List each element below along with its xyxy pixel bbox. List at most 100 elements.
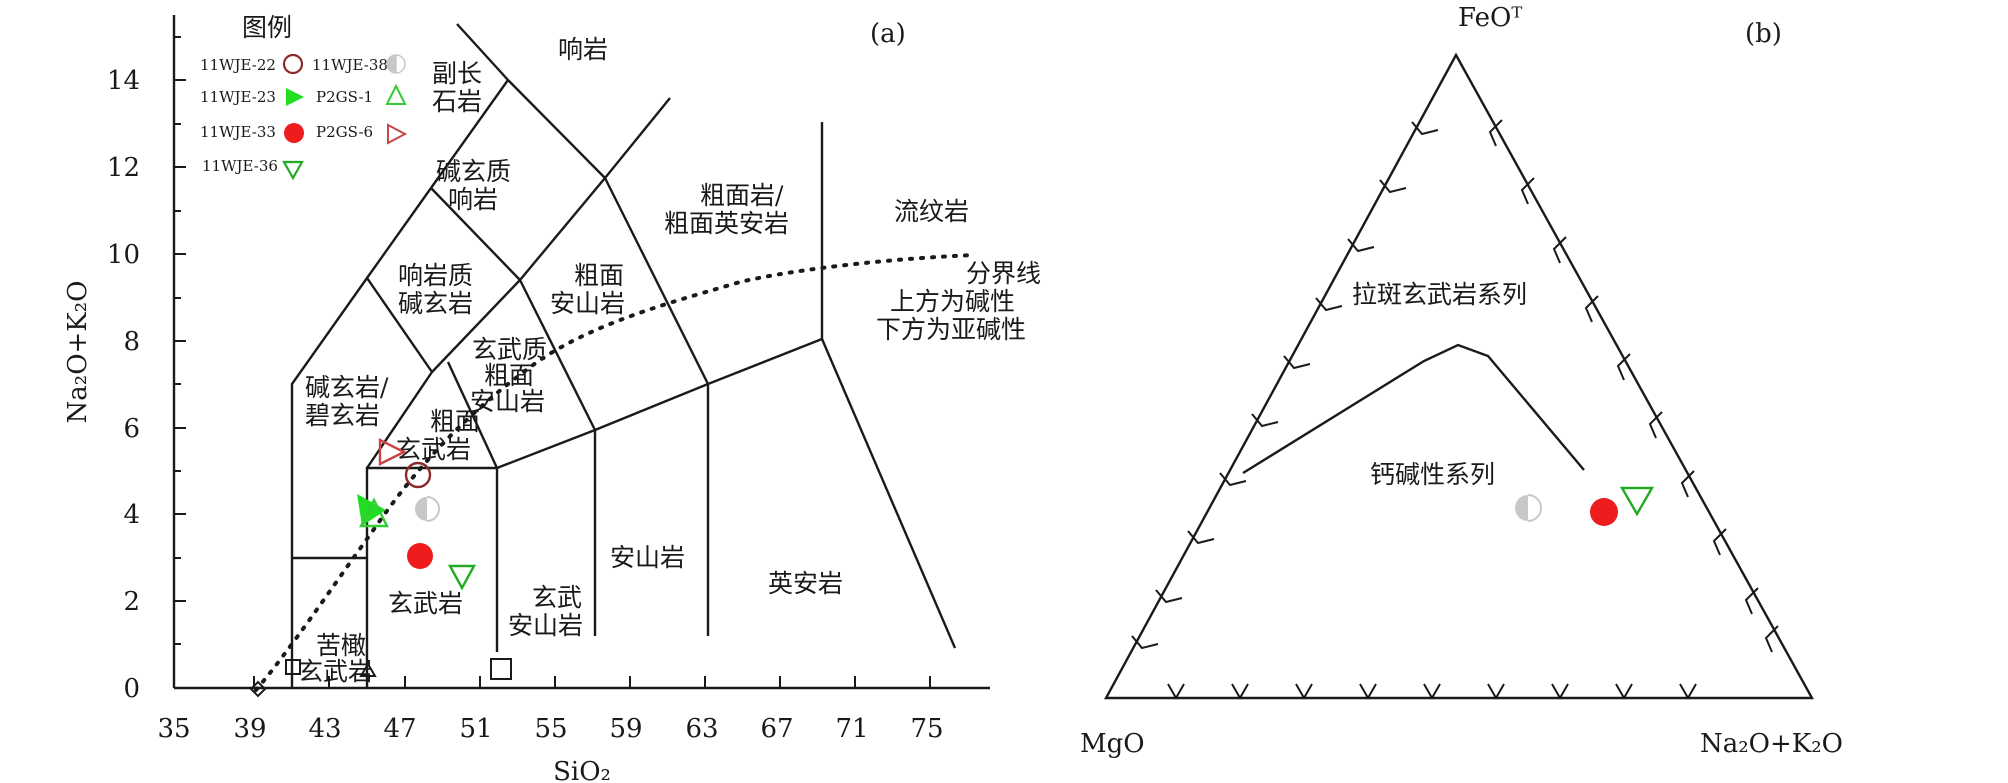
label-basaltic-trachyandesite-1: 玄武质 [472, 335, 547, 364]
y-ticks [174, 36, 186, 689]
afm-point-11WJE-33 [1590, 498, 1618, 526]
legend-symbol-11WJE-33 [284, 123, 304, 143]
label-trachybasalt-2: 玄武岩 [396, 435, 471, 464]
diamond-marker [249, 680, 267, 698]
label-phonolite: 响岩 [558, 35, 608, 64]
label-rhyolite: 流纹岩 [894, 197, 969, 226]
point-11WJE-33 [407, 543, 433, 569]
legend-symbol-P2GS-6 [387, 123, 408, 145]
legend-label-P2GS-1: P2GS-1 [316, 88, 373, 106]
label-tephriphonolite-2: 碱玄岩 [398, 289, 473, 318]
y-tick-0: 0 [123, 674, 140, 704]
legend: 图例 11WJE-22 11WJE-38 11WJE-23 P2GS-1 11W… [200, 13, 408, 181]
label-trachyandesite-1: 粗面 [574, 261, 624, 290]
label-boundary-note-2: 上方为碱性 [890, 287, 1015, 316]
y-tick-8: 8 [123, 327, 140, 357]
boundary-picrobasalt [290, 275, 433, 688]
apex-feot: FeOᵀ [1458, 3, 1522, 33]
label-foidite-1: 副长 [432, 59, 482, 88]
label-trachyandesite-2: 安山岩 [550, 289, 625, 318]
point-P2GS-1 [359, 497, 389, 528]
y-tick-6: 6 [123, 414, 140, 444]
alkaline-boundary-line [254, 253, 977, 692]
y-tick-14: 14 [107, 66, 140, 96]
label-tephrite-2: 碧玄岩 [305, 401, 380, 430]
label-boundary-note-1: 分界线 [966, 259, 1041, 288]
x-tick-67: 67 [760, 714, 793, 744]
legend-title: 图例 [242, 13, 292, 42]
point-P2GS-6 [378, 438, 407, 466]
label-trachyte-1: 粗面岩/ [700, 181, 784, 210]
label-phonotephrite-1: 碱玄质 [436, 157, 511, 186]
label-foidite-2: 石岩 [432, 87, 482, 116]
x-tick-labels: 35 39 43 47 51 55 59 63 67 71 75 [157, 714, 943, 744]
label-picrobasalt-2: 玄武岩 [298, 657, 373, 686]
label-calcalkaline-series: 钙碱性系列 [1370, 460, 1495, 489]
label-phonotephrite-2: 响岩 [448, 185, 498, 214]
legend-label-P2GS-6: P2GS-6 [316, 123, 373, 141]
label-basalt: 玄武岩 [388, 589, 463, 618]
legend-label-11WJE-23: 11WJE-23 [200, 88, 276, 106]
point-11WJE-38 [415, 497, 427, 521]
x-tick-47: 47 [383, 714, 416, 744]
panel-a-tag: (a) [870, 19, 906, 49]
square-marker-1 [285, 659, 301, 675]
triangle-marker [359, 662, 377, 677]
tas-field-lines [290, 23, 957, 688]
label-dacite: 英安岩 [768, 569, 843, 598]
legend-symbol-11WJE-22 [282, 53, 304, 75]
x-tick-35: 35 [157, 714, 190, 744]
data-points [357, 438, 477, 591]
y-tick-labels: 0 2 4 6 8 10 12 14 [107, 66, 140, 704]
label-trachybasalt-1: 粗面 [430, 407, 480, 436]
legend-label-11WJE-36: 11WJE-36 [202, 157, 278, 175]
label-tephrite-1: 碱玄岩/ [305, 373, 389, 402]
panel-b: (b) FeOᵀ MgO Na₂O+K₂O [1080, 3, 1843, 759]
afm-point-11WJE-38 [1515, 495, 1528, 521]
x-tick-59: 59 [609, 714, 642, 744]
x-axis-label: SiO₂ [553, 757, 611, 783]
panel-b-tag: (b) [1745, 19, 1782, 49]
label-basaltic-andesite-1: 玄武 [532, 583, 582, 612]
panel-a: 0 2 4 6 8 10 12 14 35 39 43 47 5 [63, 13, 1041, 783]
x-tick-63: 63 [685, 714, 718, 744]
label-picrobasalt-1: 苦橄 [316, 631, 366, 660]
x-tick-43: 43 [308, 714, 341, 744]
y-tick-4: 4 [123, 500, 140, 530]
tholeiitic-calcalkaline-boundary [1242, 343, 1585, 475]
y-tick-10: 10 [107, 240, 140, 270]
legend-symbol-11WJE-23 [286, 88, 304, 106]
afm-edge-ticks [1131, 119, 1779, 701]
afm-triangle [1103, 52, 1815, 700]
apex-mgo: MgO [1080, 729, 1145, 759]
legend-symbol-P2GS-1 [385, 83, 407, 105]
label-trachyte-2: 粗面英安岩 [664, 209, 789, 238]
label-andesite: 安山岩 [610, 543, 685, 572]
afm-data-points [1515, 486, 1655, 526]
afm-point-11WJE-36 [1619, 486, 1655, 517]
legend-symbol-11WJE-36 [282, 160, 304, 181]
label-basaltic-trachyandesite-2: 粗面 [484, 361, 534, 390]
legend-symbol-11WJE-38 [386, 54, 397, 74]
y-axis-label: Na₂O+K₂O [63, 281, 93, 424]
y-tick-2: 2 [123, 587, 140, 617]
y-tick-12: 12 [107, 153, 140, 183]
point-11WJE-22 [404, 461, 432, 489]
field-labels: 响岩 副长 石岩 碱玄质 响岩 响岩质 碱玄岩 粗面岩/ 粗面英安岩 粗面 安山… [298, 35, 1041, 686]
label-basaltic-andesite-2: 安山岩 [508, 611, 583, 640]
label-boundary-note-3: 下方为亚碱性 [876, 315, 1026, 344]
label-tephriphonolite-1: 响岩质 [398, 261, 473, 290]
square-marker-2 [490, 658, 512, 680]
label-basaltic-trachyandesite-3: 安山岩 [470, 387, 545, 416]
legend-label-11WJE-33: 11WJE-33 [200, 123, 276, 141]
x-tick-71: 71 [835, 714, 868, 744]
legend-label-11WJE-22: 11WJE-22 [200, 56, 276, 74]
apex-alkali: Na₂O+K₂O [1700, 729, 1843, 759]
x-tick-39: 39 [233, 714, 266, 744]
x-tick-51: 51 [459, 714, 492, 744]
point-11WJE-36 [447, 564, 477, 591]
x-tick-75: 75 [910, 714, 943, 744]
x-tick-55: 55 [534, 714, 567, 744]
legend-label-11WJE-38: 11WJE-38 [312, 56, 388, 74]
